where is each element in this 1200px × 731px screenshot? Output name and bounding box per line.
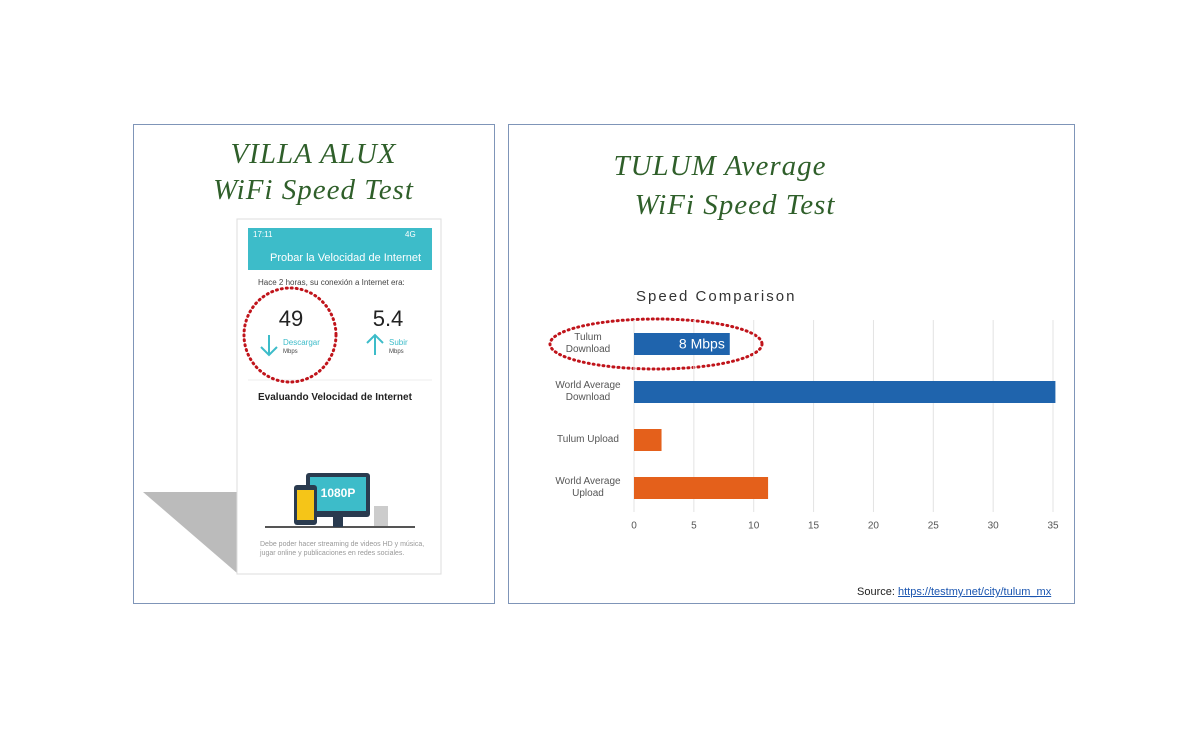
source-link[interactable]: https://testmy.net/city/tulum_mx (897, 586, 1052, 598)
chart: 0 5 10 15 20 25 30 35 8 Mbps (631, 320, 1059, 532)
right-frame (508, 124, 1075, 604)
title: WiFi Speed Test (213, 174, 414, 206)
highlight-circle (548, 317, 764, 371)
shadow (143, 492, 237, 573)
x-tick-label: 35 (1047, 521, 1059, 532)
bar (634, 477, 769, 499)
phone-icon-screen (297, 490, 314, 520)
section-title: Evaluando Velocidad de Internet (258, 392, 412, 403)
x-tick-label: 0 (631, 521, 637, 532)
x-tick-label: 15 (808, 521, 820, 532)
phone-header (248, 228, 432, 270)
status-time: 17:11 (253, 230, 273, 239)
source-label: Source: (857, 586, 895, 598)
x-tick-label: 5 (691, 521, 697, 532)
bar (634, 333, 730, 355)
intro: Hace 2 horas, su conexión a Internet era… (258, 278, 405, 287)
upload-value: 5.4 (372, 306, 404, 331)
category-label: Tulum Download (565, 332, 611, 355)
phone-title: Probar la Velocidad de Internet (270, 252, 422, 264)
title: TULUM Average (613, 150, 827, 182)
x-tick-label: 20 (868, 521, 880, 532)
badge: 1080P (320, 486, 356, 500)
title: WiFi Speed Test (634, 189, 836, 221)
status-network: 4G (405, 230, 416, 239)
source: Source: https://testmy.net/city/tulum_mx (857, 586, 1051, 598)
download-label: Descargar (283, 338, 320, 347)
highlight-circle (242, 286, 338, 384)
x-tick-label: 30 (988, 521, 1000, 532)
category-label: World Average Download (555, 380, 621, 403)
download-value: 49 (278, 306, 304, 331)
category-label: Tulum Upload (557, 434, 619, 445)
x-tick-label: 25 (928, 521, 940, 532)
upload-label: Subir (389, 338, 408, 347)
left-frame (133, 124, 495, 604)
monitor-screen (310, 477, 366, 511)
data-label: 8 Mbps (679, 336, 725, 352)
monitor-stand (333, 517, 343, 527)
upload-unit: Mbps (389, 349, 404, 355)
bar (634, 381, 1056, 403)
cup (374, 506, 388, 526)
down-arrow (260, 335, 278, 357)
chart-title: Speed Comparison (636, 288, 797, 305)
x-tick-label: 10 (748, 521, 760, 532)
footer: Debe poder hacer streaming de videos HD … (260, 541, 425, 557)
download-unit: Mbps (283, 349, 298, 355)
category-label: World Average Upload (555, 476, 621, 499)
bar (634, 429, 662, 451)
title: VILLA ALUX (230, 138, 397, 170)
up-arrow (366, 333, 384, 355)
